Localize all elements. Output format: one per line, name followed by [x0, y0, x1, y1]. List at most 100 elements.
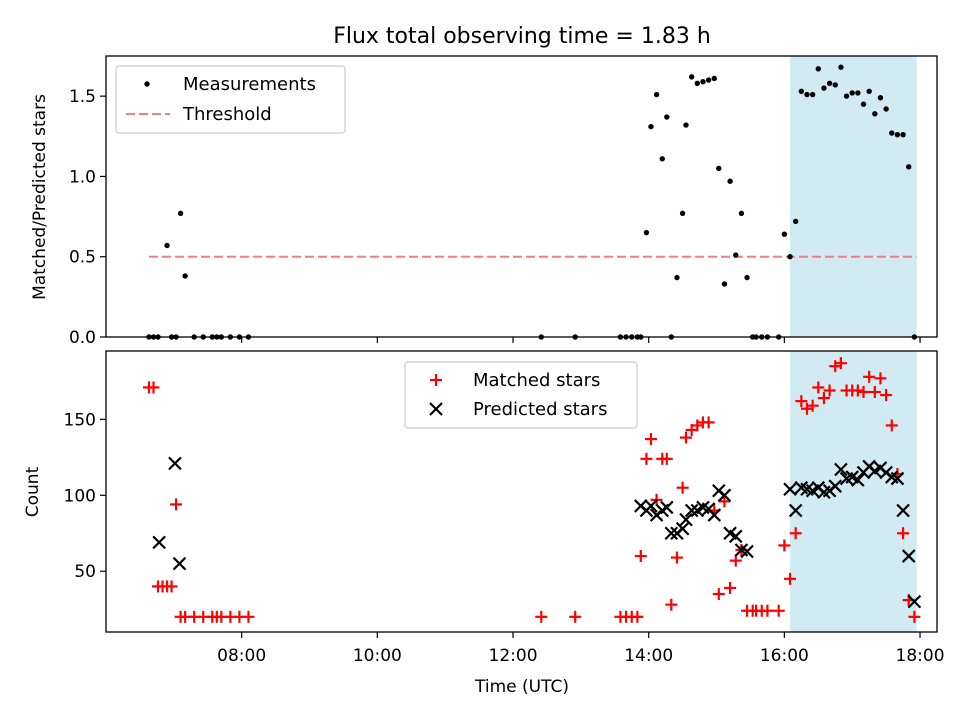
legend-measurements-label: Measurements: [183, 74, 316, 95]
measurement-point: [809, 91, 816, 98]
measurement-point: [889, 130, 895, 136]
matched-star-point: [851, 384, 864, 397]
top-y-axis-label: Matched/Predicted stars: [30, 94, 50, 300]
matched-star-point: [806, 399, 819, 412]
matched-star-point: [147, 381, 160, 394]
top-x-axis: [241, 337, 921, 343]
bottom-y-axis-label: Count: [23, 466, 43, 517]
measurement-point: [182, 273, 188, 279]
matched-star-point: [631, 610, 644, 623]
matched-star-point: [165, 580, 178, 593]
predicted-star-stroke: [794, 480, 809, 495]
matched-star-point: [778, 539, 791, 552]
measurement-point: [659, 156, 665, 162]
measurement-point: [906, 164, 912, 170]
predicted-star-stroke: [723, 526, 737, 541]
predicted-star-point: [717, 488, 732, 503]
measurement-point: [781, 231, 788, 237]
bottom-y-tick-label: 100: [64, 486, 96, 506]
matched-stars-series: [142, 357, 921, 623]
measurement-point: [792, 218, 799, 225]
predicted-star-point: [740, 544, 754, 559]
predicted-star-stroke: [734, 543, 749, 557]
matched-star-point: [640, 452, 653, 465]
predicted-star-point: [907, 594, 922, 609]
measurement-point: [664, 114, 670, 120]
top-y-tick-label: 0.5: [69, 248, 96, 268]
top-legend: Measurements Threshold: [115, 65, 346, 134]
matched-star-point: [863, 370, 876, 383]
matched-star-point: [857, 386, 870, 399]
predicted-star-stroke: [679, 512, 693, 527]
matched-star-point: [834, 357, 847, 370]
matched-star-point: [908, 610, 921, 623]
bottom-x-tick-label: 10:00: [353, 646, 402, 666]
matched-star-point: [795, 395, 808, 408]
measurement-point: [716, 165, 722, 172]
matched-star-point: [676, 481, 689, 494]
measurement-point: [694, 80, 701, 86]
legend-measurements-marker: [144, 81, 150, 87]
top-y-tick-label: 0.0: [69, 328, 96, 348]
matched-star-point: [170, 498, 183, 511]
measurement-point: [738, 210, 745, 217]
predicted-star-point: [890, 471, 905, 486]
measurement-point: [648, 123, 654, 130]
top-plot-frame: [105, 55, 938, 338]
matched-star-point: [724, 581, 737, 594]
matched-star-point: [789, 527, 802, 540]
predicted-star-point: [901, 549, 916, 563]
predicted-star-point: [675, 521, 690, 536]
predicted-star-stroke: [901, 549, 916, 563]
predicted-star-stroke: [152, 535, 166, 550]
predicted-star-point: [828, 479, 843, 493]
predicted-stars-series: [152, 456, 922, 609]
matched-star-point: [569, 610, 582, 623]
measurement-point: [821, 85, 827, 91]
top-y-tick-label: 1.0: [69, 167, 96, 187]
measurement-point: [700, 78, 706, 85]
bottom-legend-box: [404, 361, 638, 429]
measurement-point: [679, 210, 686, 217]
matched-star-point: [242, 610, 255, 623]
measurement-point: [843, 93, 850, 99]
predicted-star-point: [783, 482, 797, 496]
predicted-star-stroke: [684, 503, 699, 518]
chart-title: Flux total observing time = 1.83 h: [333, 24, 711, 49]
predicted-star-stroke: [696, 500, 710, 515]
predicted-star-point: [851, 473, 865, 487]
measurement-point: [164, 242, 170, 249]
predicted-star-stroke: [834, 462, 848, 477]
predicted-star-point: [168, 456, 182, 471]
matched-star-point: [823, 384, 836, 397]
bottom-y-tick-label: 150: [64, 410, 96, 430]
matched-star-point: [868, 386, 881, 399]
measurement-point: [855, 90, 861, 96]
x-axis-label: Time (UTC): [474, 677, 569, 697]
predicted-star-stroke: [828, 479, 843, 493]
predicted-star-stroke: [800, 482, 814, 496]
bottom-x-tick-label: 14:00: [624, 646, 673, 666]
legend-matched-label: Matched stars: [473, 370, 600, 391]
matched-star-point: [712, 588, 725, 601]
top-panel: 0.0 0.5 1.0 1.5 Matched/Predicted stars Mea…: [30, 55, 938, 348]
measurement-point: [653, 91, 660, 98]
predicted-star-point: [728, 529, 743, 544]
predicted-star-stroke: [845, 470, 859, 484]
predicted-star-stroke: [907, 594, 922, 609]
bottom-x-tick-label: 08:00: [217, 646, 266, 666]
bottom-legend: Matched stars Predicted stars: [404, 361, 638, 429]
predicted-star-stroke: [660, 500, 674, 515]
bottom-y-axis: 50 100 150: [64, 410, 106, 582]
measurement-point: [787, 254, 793, 260]
top-highlight-span: [790, 56, 917, 337]
measurement-point: [688, 74, 695, 80]
matched-star-point: [897, 527, 910, 540]
matched-star-point: [702, 416, 715, 429]
matched-star-point: [660, 452, 673, 465]
measurement-point: [177, 210, 184, 217]
matched-star-point: [874, 372, 887, 385]
measurement-point: [711, 75, 717, 82]
